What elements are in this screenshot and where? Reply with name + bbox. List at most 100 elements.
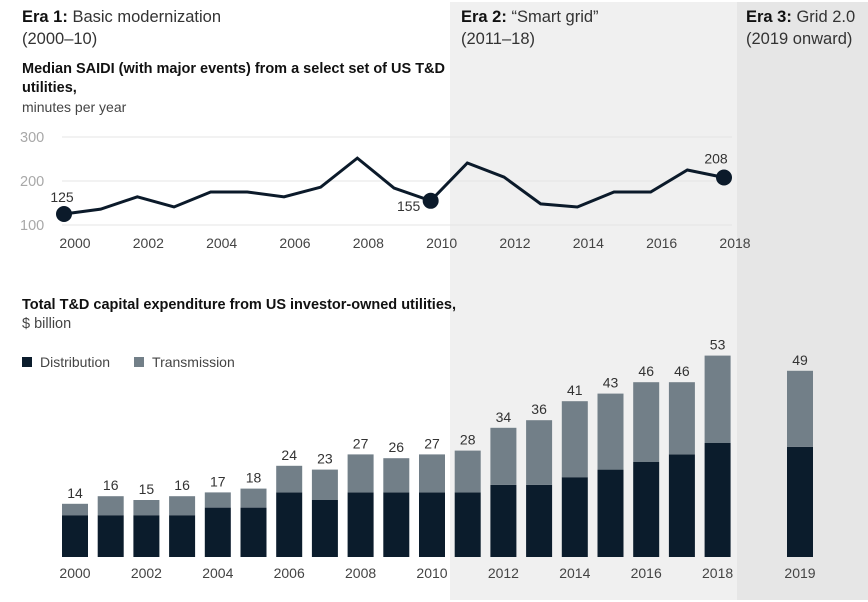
era-3-label: Era 3: — [746, 8, 792, 26]
bar-total-label-2018: 53 — [710, 337, 726, 353]
line-x-tick-2002: 2002 — [133, 235, 164, 251]
bar-x-tick-2012: 2012 — [488, 565, 519, 581]
saidi-marker-2010 — [422, 192, 439, 209]
bar-distribution-2009 — [383, 492, 410, 557]
saidi-label-2010: 155 — [397, 198, 421, 214]
saidi-marker-2018 — [716, 169, 732, 186]
era-2-header: Era 2: “Smart grid” (2011–18) — [461, 6, 599, 50]
bar-total-label-2003: 16 — [174, 477, 190, 493]
bar-x-tick-2016: 2016 — [631, 565, 662, 581]
line-x-tick-2012: 2012 — [499, 235, 530, 251]
era-2-name: “Smart grid” — [511, 8, 599, 26]
bar-total-label-2005: 18 — [246, 470, 262, 486]
bar-transmission-2010 — [419, 454, 445, 493]
saidi-line — [63, 156, 725, 216]
line-x-tick-2000: 2000 — [59, 235, 90, 251]
bar-total-label-2010: 27 — [424, 435, 440, 451]
saidi-label-2000: 125 — [50, 189, 74, 205]
bar-transmission-2004 — [204, 492, 231, 508]
bar-transmission-2008 — [347, 454, 374, 493]
bar-total-label-2012: 34 — [496, 409, 512, 425]
bar-transmission-2018 — [704, 355, 731, 443]
y-tick-300: 300 — [20, 130, 44, 146]
bar-total-label-2019: 49 — [792, 352, 808, 368]
legend-item-distribution: Distribution — [22, 354, 110, 370]
line-x-tick-2018: 2018 — [719, 235, 750, 251]
bar-x-tick-2018: 2018 — [702, 565, 733, 581]
bar-distribution-2007 — [311, 500, 338, 557]
bar-total-label-2000: 14 — [67, 485, 83, 501]
bar-distribution-2016 — [633, 462, 660, 557]
line-x-tick-2010: 2010 — [426, 235, 457, 251]
bar-distribution-2005 — [240, 507, 267, 557]
bar-total-label-2007: 23 — [317, 451, 333, 467]
era-3-period: (2019 onward) — [746, 30, 853, 48]
bar-distribution-2012 — [490, 484, 517, 557]
bar-distribution-2004 — [204, 507, 231, 557]
bar-total-label-2001: 16 — [103, 477, 119, 493]
bar-transmission-2014 — [561, 401, 588, 478]
distribution-swatch — [22, 357, 32, 367]
bar-transmission-2017 — [668, 382, 695, 455]
era-1-name: Basic modernization — [72, 8, 222, 26]
bar-total-label-2016: 46 — [638, 363, 654, 379]
bar-distribution-2014 — [561, 477, 588, 557]
transmission-swatch — [134, 357, 145, 367]
bar-distribution-2017 — [668, 454, 695, 557]
bar-total-label-2008: 27 — [353, 435, 369, 451]
y-tick-100: 100 — [20, 218, 44, 234]
saidi-chart-unit: minutes per year — [22, 99, 127, 115]
bar-distribution-2013 — [526, 484, 553, 557]
bar-transmission-2003 — [169, 496, 196, 516]
bar-transmission-2006 — [276, 465, 303, 493]
era-2-period: (2011–18) — [461, 30, 536, 48]
saidi-label-2018: 208 — [704, 150, 728, 166]
bar-transmission-2002 — [133, 500, 160, 516]
line-x-tick-2006: 2006 — [279, 235, 310, 251]
legend-label-transmission: Transmission — [152, 354, 235, 370]
bar-distribution-2003 — [169, 515, 196, 557]
bar-total-label-2002: 15 — [139, 481, 155, 497]
y-tick-200: 200 — [20, 174, 44, 190]
bar-total-label-2011: 28 — [460, 432, 476, 448]
capex-legend: Distribution Transmission — [22, 354, 235, 370]
line-x-tick-2014: 2014 — [573, 235, 604, 251]
bar-distribution-2010 — [419, 492, 445, 557]
bar-total-label-2015: 43 — [603, 375, 619, 391]
bar-transmission-2016 — [633, 382, 660, 462]
bar-transmission-2015 — [597, 393, 624, 470]
bar-transmission-2012 — [490, 427, 517, 485]
bar-total-label-2006: 24 — [281, 447, 297, 463]
legend-item-transmission: Transmission — [134, 354, 235, 370]
bar-transmission-2005 — [240, 488, 267, 508]
bar-x-tick-2010: 2010 — [416, 565, 447, 581]
bar-distribution-2011 — [454, 492, 481, 557]
bar-x-tick-2002: 2002 — [131, 565, 162, 581]
era-1-period: (2000–10) — [22, 30, 98, 48]
bar-total-label-2013: 36 — [531, 401, 547, 417]
era-1-label: Era 1: — [22, 8, 68, 26]
bar-distribution-2018 — [704, 443, 731, 557]
saidi-marker-2000 — [56, 206, 72, 222]
bar-total-label-2009: 26 — [389, 439, 405, 455]
bar-total-label-2004: 17 — [210, 473, 226, 489]
bar-transmission-2009 — [383, 458, 410, 493]
bar-x-tick-2006: 2006 — [274, 565, 305, 581]
legend-label-distribution: Distribution — [40, 354, 111, 370]
saidi-title-text: Median SAIDI (with major events) from a … — [22, 61, 445, 96]
bar-transmission-2000 — [62, 503, 88, 516]
saidi-chart-title: Median SAIDI (with major events) from a … — [22, 60, 462, 98]
bar-distribution-2015 — [597, 469, 624, 557]
line-x-tick-2004: 2004 — [206, 235, 237, 251]
line-x-tick-2008: 2008 — [353, 235, 384, 251]
bar-total-label-2017: 46 — [674, 363, 690, 379]
bar-x-tick-2014: 2014 — [559, 565, 590, 581]
bar-transmission-2011 — [454, 450, 481, 493]
bar-distribution-2019 — [787, 446, 813, 557]
bar-transmission-2019 — [787, 370, 813, 447]
era-2-label: Era 2: — [461, 8, 507, 26]
bar-x-tick-2000: 2000 — [59, 565, 90, 581]
capex-chart-title: Total T&D capital expenditure from US in… — [22, 296, 462, 334]
bar-distribution-2000 — [62, 515, 88, 557]
